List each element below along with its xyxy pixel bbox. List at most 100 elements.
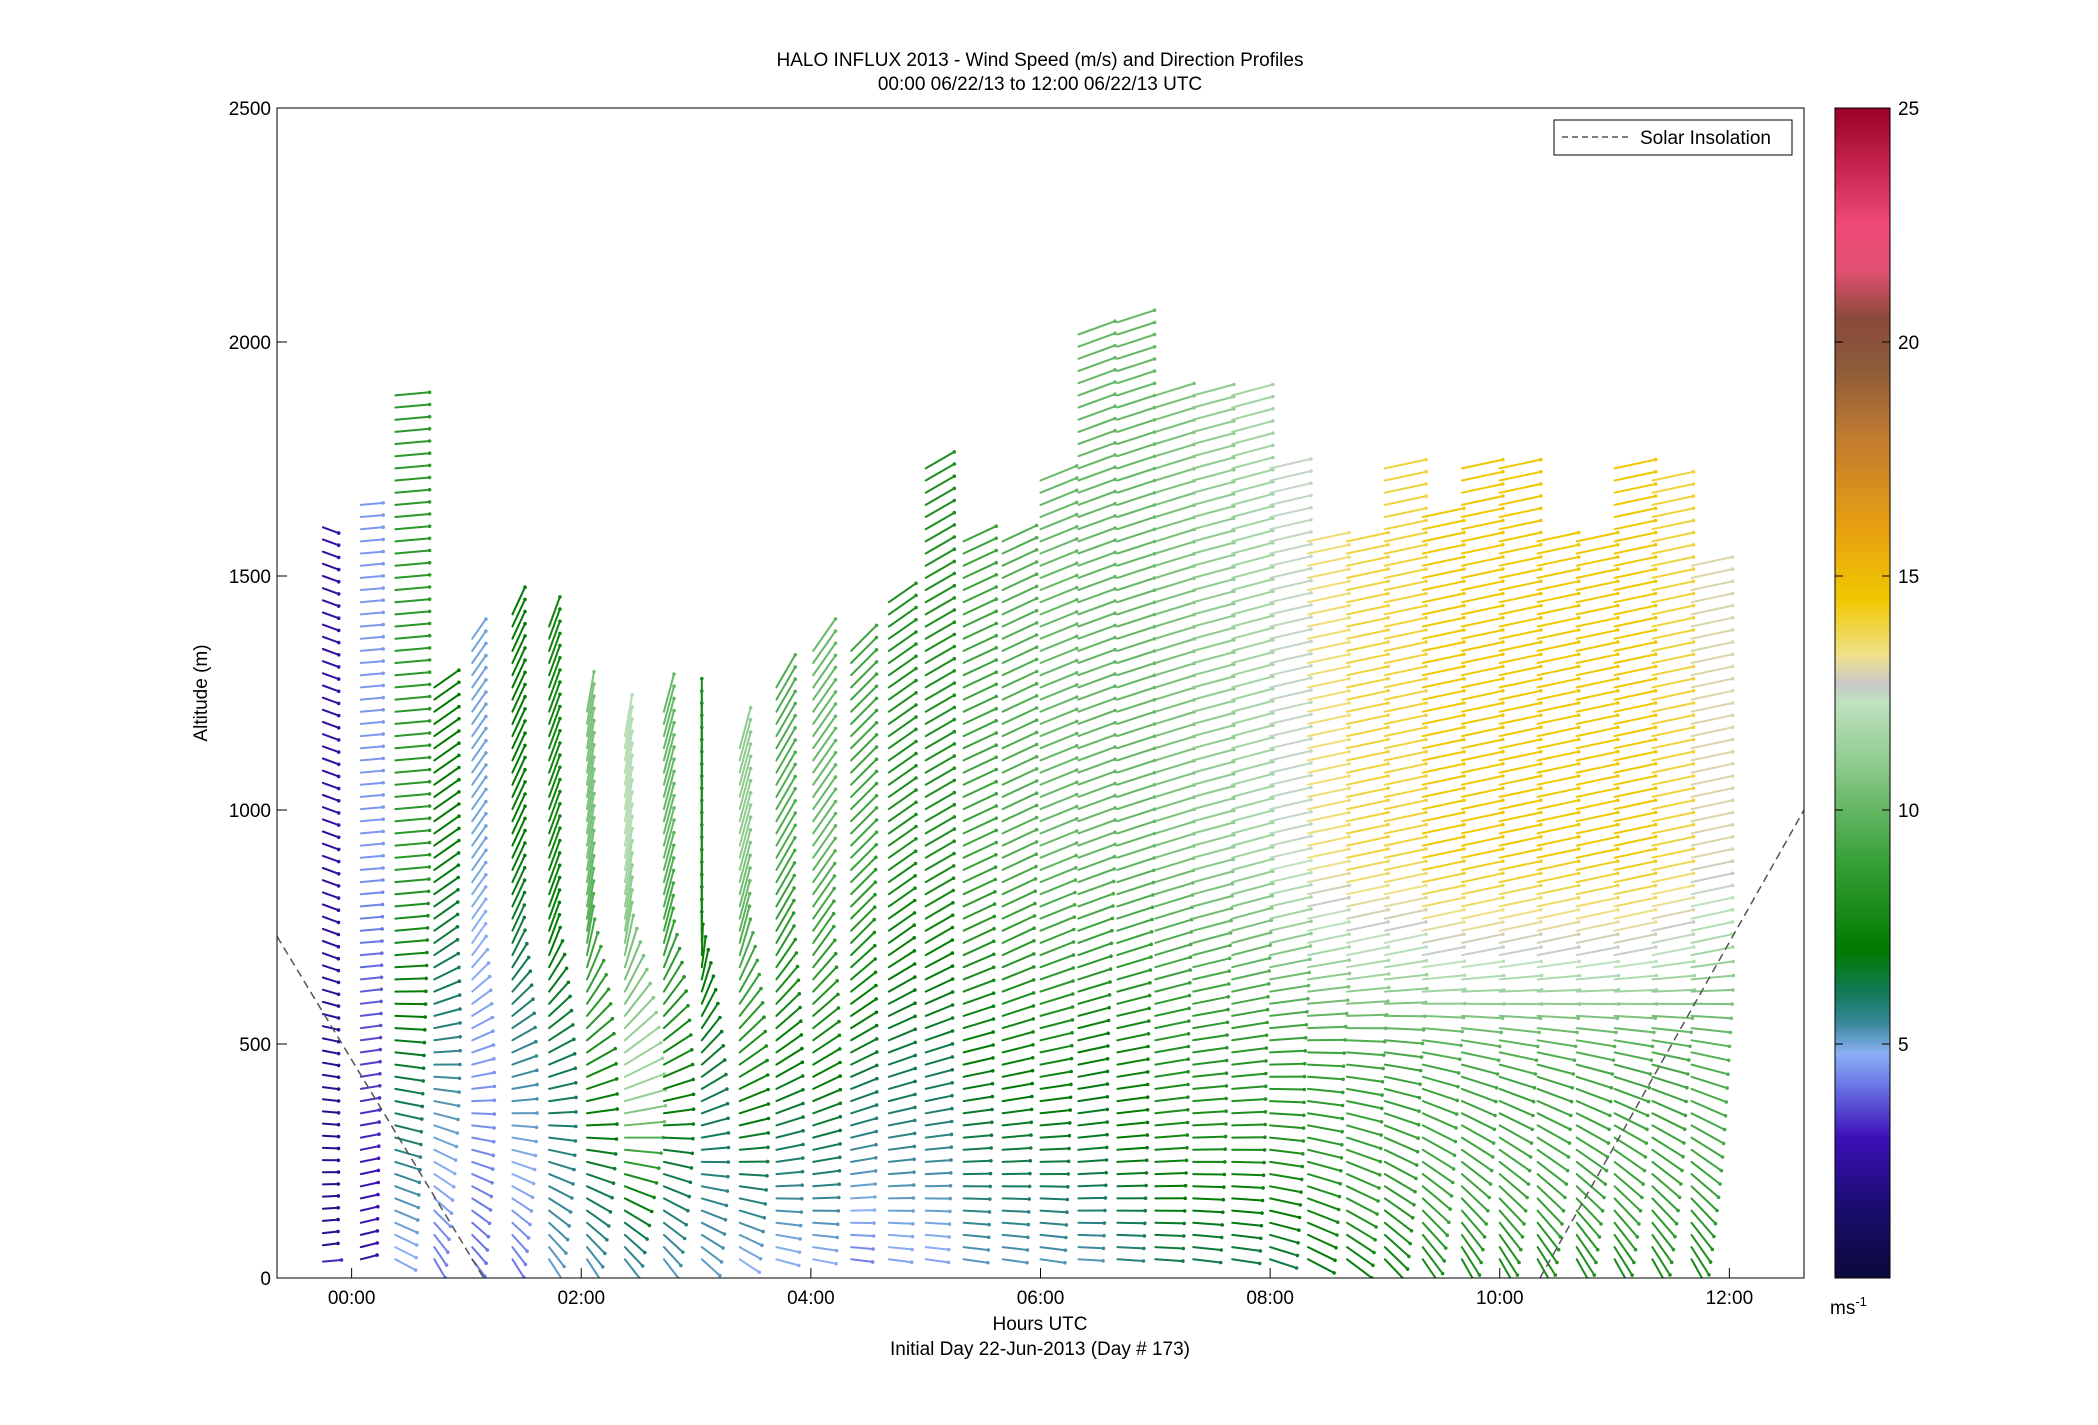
- wind-vector-head: [1147, 1006, 1151, 1011]
- wind-vector: [1192, 674, 1236, 689]
- wind-vector: [1077, 355, 1117, 372]
- wind-vector: [1039, 500, 1079, 518]
- wind-vector-shaft: [359, 769, 385, 774]
- wind-vector-shaft: [433, 1197, 453, 1215]
- wind-vector-head: [414, 1255, 418, 1260]
- wind-vector-shaft: [623, 1148, 663, 1155]
- wind-vector-shaft: [1269, 713, 1312, 725]
- wind-vector: [1001, 864, 1038, 884]
- wind-vector-shaft: [321, 1000, 340, 1008]
- wind-vector: [1307, 749, 1351, 762]
- wind-vector-head: [914, 654, 918, 659]
- wind-vector: [394, 1063, 426, 1070]
- wind-vector: [1346, 847, 1390, 859]
- wind-vector: [1192, 528, 1236, 543]
- wind-vector-head: [994, 560, 998, 565]
- wind-vector: [471, 1070, 497, 1078]
- wind-vector: [623, 1025, 661, 1054]
- wind-vector-head: [691, 1107, 696, 1111]
- wind-vector: [850, 635, 879, 664]
- wind-vector-shaft: [887, 976, 916, 993]
- wind-vector-shaft: [1077, 466, 1116, 482]
- wind-vector-shaft: [1307, 629, 1351, 640]
- wind-vector-head: [425, 938, 430, 942]
- wind-vector-shaft: [433, 1246, 448, 1266]
- wind-vector-shaft: [1269, 506, 1312, 518]
- wind-vector: [321, 1122, 341, 1127]
- wind-vector-head: [1113, 635, 1117, 640]
- wind-vector: [738, 1116, 771, 1127]
- wind-vector-head: [1268, 943, 1272, 947]
- wind-vector-head: [1303, 1061, 1307, 1066]
- wind-vector-shaft: [1039, 1121, 1071, 1127]
- wind-vector-shaft: [738, 1117, 770, 1127]
- wind-vector-shaft: [1231, 407, 1274, 421]
- wind-vector: [321, 696, 341, 706]
- wind-vector-shaft: [471, 962, 490, 981]
- wind-vector: [548, 1221, 570, 1242]
- wind-vector: [962, 1233, 991, 1240]
- wind-vector-head: [874, 745, 879, 749]
- wind-vector-head: [950, 1042, 955, 1046]
- wind-vector: [394, 1027, 427, 1032]
- wind-vector-shaft: [1001, 682, 1038, 701]
- wind-vector: [1231, 589, 1275, 604]
- wind-vector-head: [759, 986, 763, 991]
- wind-vector: [887, 1079, 917, 1090]
- wind-vector-head: [1224, 1084, 1229, 1088]
- wind-vector-shaft: [1231, 663, 1274, 677]
- wind-vector: [1001, 1197, 1031, 1201]
- wind-vector: [962, 670, 998, 689]
- wind-vector: [1346, 591, 1390, 604]
- wind-vector: [321, 623, 341, 633]
- wind-vector: [586, 917, 597, 957]
- wind-vector-head: [801, 1142, 805, 1147]
- wind-vector: [394, 1209, 420, 1222]
- wind-vector: [1039, 1018, 1075, 1030]
- wind-vector-head: [457, 993, 462, 997]
- wind-vector-shaft: [433, 827, 460, 847]
- wind-vector-head: [419, 1142, 423, 1147]
- wind-vector-shaft: [887, 1258, 913, 1264]
- wind-vector-shaft: [1154, 431, 1195, 445]
- wind-vector: [962, 991, 996, 1005]
- wind-vector: [1039, 966, 1075, 981]
- wind-vector-shaft: [1383, 1233, 1410, 1258]
- wind-vector: [775, 861, 797, 896]
- wind-vector-head: [427, 451, 432, 456]
- wind-vector-shaft: [1116, 796, 1156, 811]
- wind-vector-shaft: [1307, 1209, 1339, 1224]
- wind-vector-shaft: [1116, 333, 1156, 348]
- wind-vector-shaft: [548, 705, 561, 738]
- wind-vector: [1307, 998, 1350, 1005]
- wind-vector: [1039, 1043, 1074, 1054]
- wind-vector: [850, 830, 879, 859]
- wind-vector: [1077, 465, 1117, 482]
- wind-vector-head: [336, 1241, 340, 1246]
- wind-vector-shaft: [548, 1009, 573, 1030]
- wind-vector-head: [558, 814, 562, 818]
- wind-vector-shaft: [1116, 1020, 1150, 1030]
- wind-vector: [1077, 1044, 1110, 1054]
- wind-vector: [812, 1233, 839, 1240]
- wind-vector-head: [952, 705, 957, 710]
- wind-vector-shaft: [1192, 1110, 1228, 1115]
- wind-vector-shaft: [662, 673, 675, 713]
- wind-vector-head: [523, 634, 527, 638]
- wind-vector-shaft: [623, 1120, 666, 1127]
- wind-vector-shaft: [359, 574, 385, 579]
- wind-vector-head: [336, 1016, 341, 1020]
- wind-vector-head: [1303, 1049, 1307, 1053]
- wind-vector: [1116, 807, 1157, 823]
- wind-vector: [887, 739, 918, 762]
- wind-vector: [662, 1003, 690, 1030]
- wind-vector: [321, 721, 341, 730]
- wind-vector: [1116, 993, 1152, 1005]
- wind-vector: [738, 1173, 769, 1178]
- wind-vector-shaft: [1269, 543, 1312, 555]
- wind-vector-shaft: [623, 778, 634, 823]
- wind-vector-shaft: [1077, 942, 1113, 957]
- wind-vector-head: [1271, 455, 1275, 460]
- wind-vector-head: [748, 778, 753, 783]
- wind-vector-shaft: [775, 799, 797, 835]
